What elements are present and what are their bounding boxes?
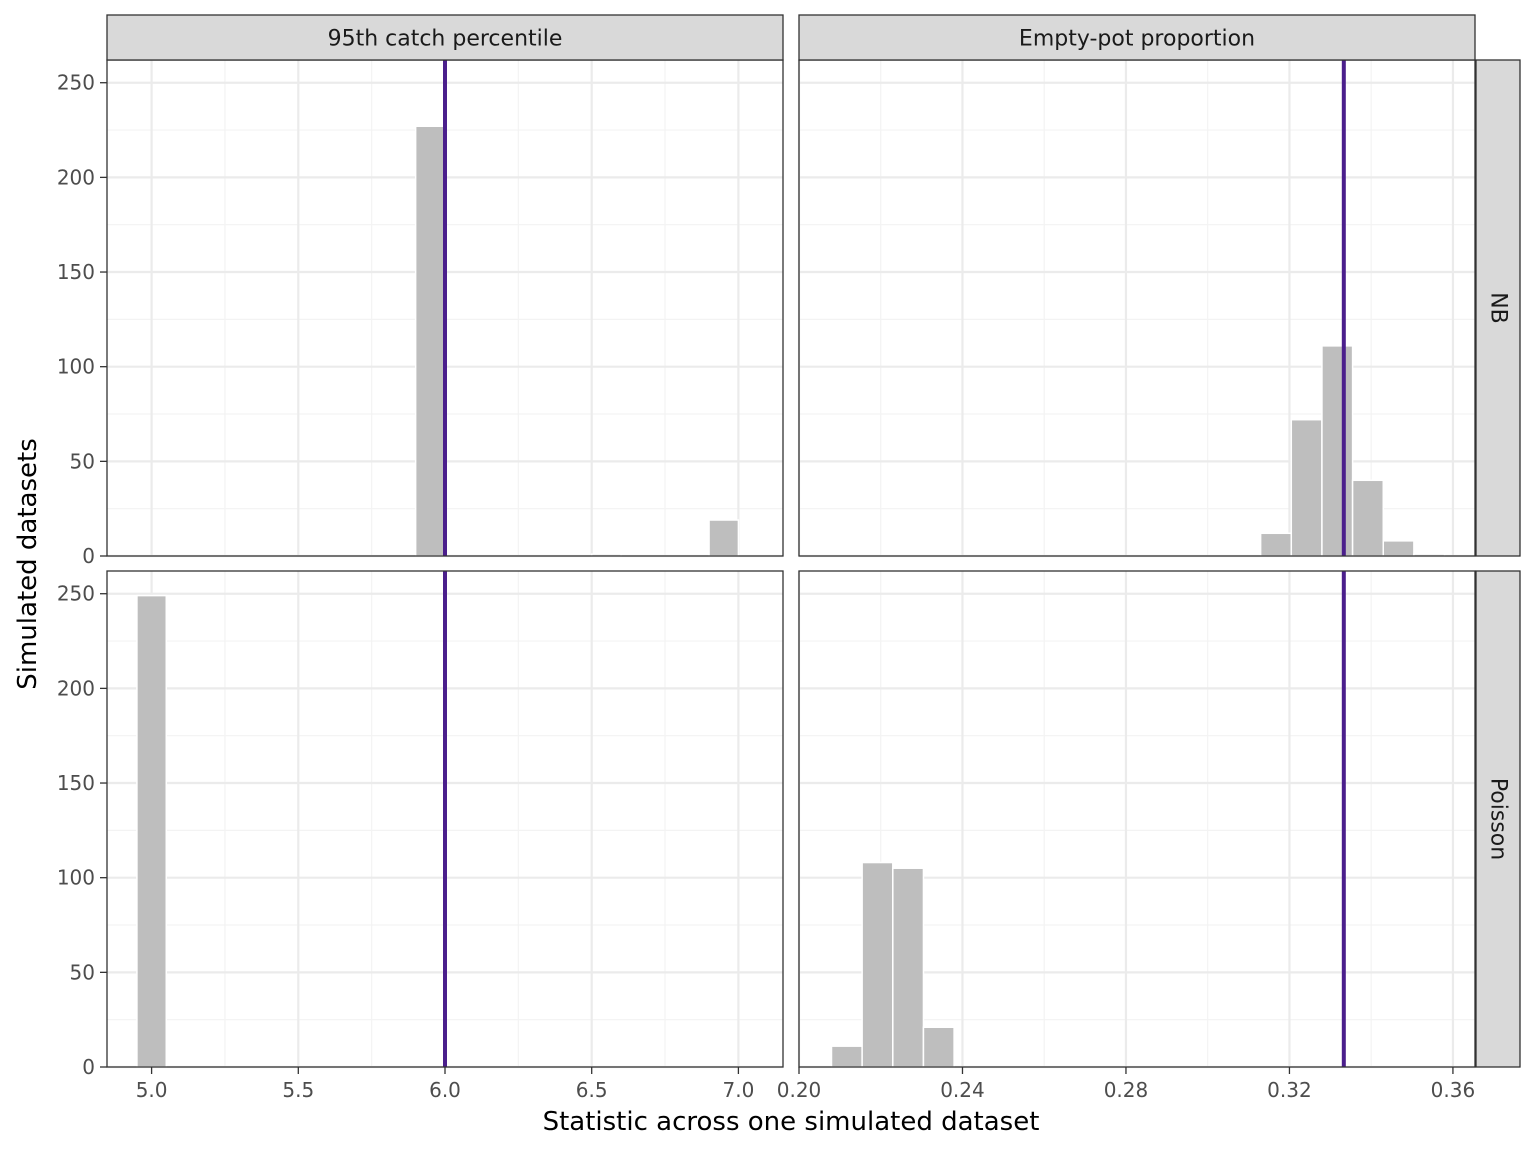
y-tick-label: 0	[82, 544, 95, 568]
histogram-bar	[1321, 345, 1354, 557]
histogram-bar	[922, 1026, 955, 1068]
y-tick-label: 200	[57, 676, 95, 700]
x-tick-label: 6.0	[429, 1078, 461, 1102]
x-tick-label: 0.32	[1267, 1078, 1312, 1102]
histogram-bar	[1290, 418, 1323, 557]
y-axis-title: Simulated datasets	[13, 438, 43, 690]
x-tick-label: 0.20	[777, 1078, 822, 1102]
column-strip-label: 95th catch percentile	[328, 27, 563, 52]
histogram-bar	[136, 594, 168, 1068]
x-axis-title: Statistic across one simulated dataset	[543, 1107, 1040, 1137]
row-strip-label: NB	[1486, 292, 1511, 324]
y-tick-label: 50	[70, 960, 95, 984]
x-tick-label: 6.5	[576, 1078, 608, 1102]
x-tick-label: 5.5	[282, 1078, 314, 1102]
axes-layer: 0 50 100 150 200 250 0 50 100 150 200 250 5.0 5.5 6.0 6…	[57, 71, 1475, 1102]
panels-layer	[106, 59, 1476, 1069]
panel-0	[106, 59, 784, 558]
histogram-bar	[830, 1045, 863, 1068]
y-tick-label: 0	[82, 1055, 95, 1079]
x-tick-label: 0.24	[940, 1078, 985, 1102]
histogram-bar	[414, 125, 446, 557]
panel-2	[106, 570, 784, 1069]
panel-border	[798, 570, 1476, 1068]
x-tick-label: 7.0	[722, 1078, 754, 1102]
x-tick-label: 0.36	[1431, 1078, 1476, 1102]
panel-3	[797, 570, 1476, 1069]
histogram-bar	[708, 519, 740, 557]
row-strip	[1475, 570, 1521, 1068]
histogram-bar	[1382, 540, 1415, 557]
y-tick-label: 100	[57, 355, 95, 379]
panel-1	[797, 59, 1476, 558]
strips-layer: 95th catch percentile Empty-pot proportio…	[106, 14, 1521, 1068]
row-strip	[1475, 59, 1521, 557]
y-tick-label: 100	[57, 866, 95, 890]
histogram-bar	[861, 861, 894, 1068]
y-tick-label: 250	[57, 71, 95, 95]
y-tick-label: 150	[57, 260, 95, 284]
histogram-bar	[1259, 532, 1293, 557]
histogram-bar	[1351, 479, 1384, 557]
column-strip	[798, 14, 1476, 61]
x-tick-label: 5.0	[136, 1078, 168, 1102]
histogram-bar	[892, 867, 925, 1068]
panel-background	[799, 60, 1475, 556]
column-strip-label: Empty-pot proportion	[1019, 27, 1255, 52]
y-tick-label: 200	[57, 165, 95, 189]
y-tick-label: 50	[70, 449, 95, 473]
y-tick-label: 250	[57, 582, 95, 606]
row-strip-label: Poisson	[1486, 778, 1511, 860]
y-tick-label: 150	[57, 771, 95, 795]
x-tick-label: 0.28	[1104, 1078, 1149, 1102]
column-strip	[106, 14, 784, 61]
